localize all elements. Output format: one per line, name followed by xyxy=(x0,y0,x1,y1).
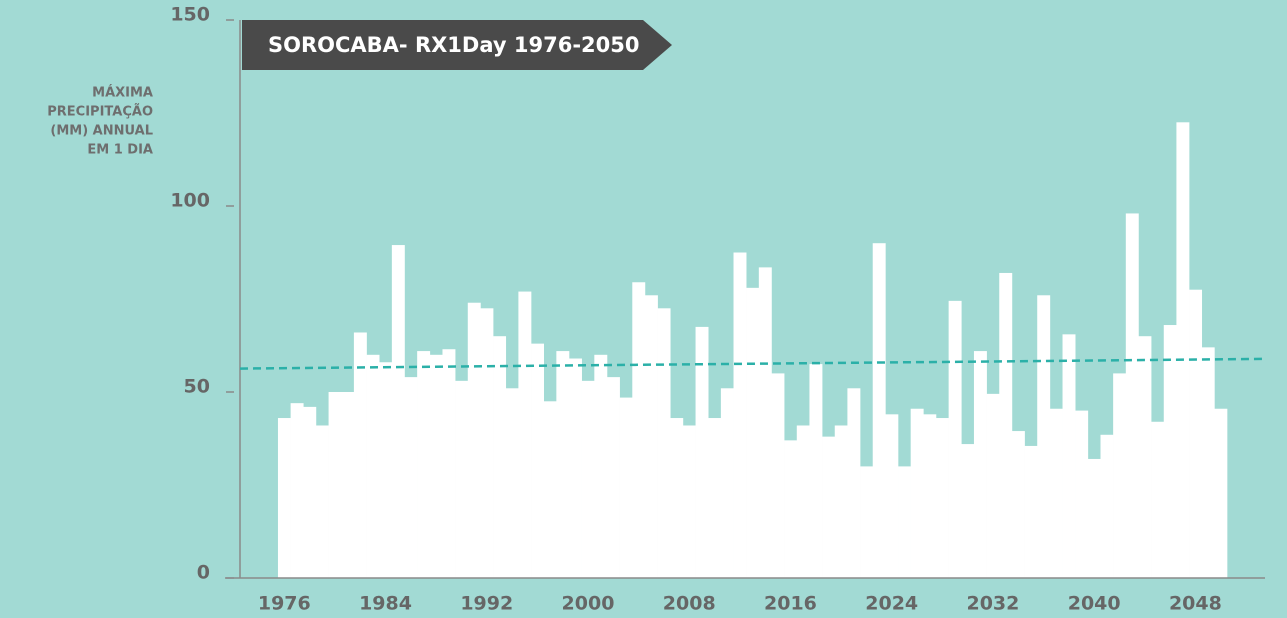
y-tick-label: 150 xyxy=(170,4,210,26)
bar xyxy=(948,300,962,578)
bar xyxy=(910,408,924,578)
bar xyxy=(771,373,785,578)
bar xyxy=(467,302,481,578)
bar xyxy=(455,380,469,578)
bar xyxy=(379,362,393,578)
x-tick-label: 2000 xyxy=(562,593,615,615)
bar xyxy=(999,272,1013,578)
bar xyxy=(328,392,342,578)
bar xyxy=(670,418,684,578)
bar xyxy=(353,332,367,578)
x-tick-label: 1976 xyxy=(258,593,311,615)
bar xyxy=(404,377,418,578)
bar xyxy=(746,287,760,578)
y-tick-label: 0 xyxy=(197,562,210,584)
x-tick-label: 2008 xyxy=(663,593,716,615)
bar xyxy=(505,388,519,578)
bar xyxy=(784,440,798,578)
title-banner xyxy=(242,20,672,70)
bar xyxy=(923,414,937,578)
bar xyxy=(277,418,291,578)
bar xyxy=(1024,445,1038,578)
bar xyxy=(493,336,507,578)
x-tick-label: 2016 xyxy=(764,593,817,615)
y-axis-label: (MM) ANNUAL xyxy=(50,124,153,139)
y-tick-label: 50 xyxy=(184,376,210,398)
y-axis-label: PRECIPITAÇÃO xyxy=(47,104,153,120)
bar xyxy=(581,380,595,578)
bar xyxy=(834,425,848,578)
bar xyxy=(885,414,899,578)
bar xyxy=(417,351,431,578)
bar xyxy=(1011,431,1025,578)
bar xyxy=(518,291,532,578)
x-tick-label: 2032 xyxy=(966,593,1019,615)
bar xyxy=(1163,325,1177,578)
x-tick-label: 2040 xyxy=(1068,593,1121,615)
bar xyxy=(822,436,836,578)
trend-line xyxy=(239,357,1266,370)
bar xyxy=(898,466,911,578)
bar xyxy=(1201,347,1215,578)
bar xyxy=(758,267,772,578)
bar xyxy=(935,418,949,578)
bar xyxy=(341,392,355,578)
bar xyxy=(708,418,722,578)
bar xyxy=(720,388,734,578)
plot: 0 50 100 150 1976 1984 1992 2000 2008 2016 2024 203… xyxy=(47,4,1266,615)
bar xyxy=(619,397,633,578)
bar xyxy=(442,349,456,578)
bar xyxy=(847,388,861,578)
chart-title: SOROCABA- RX1Day 1976-2050 xyxy=(268,33,640,57)
bar xyxy=(1151,421,1165,578)
bar xyxy=(644,295,658,578)
bar xyxy=(1113,373,1127,578)
bar xyxy=(809,364,823,578)
bar xyxy=(366,354,380,578)
y-axis-label: MÁXIMA xyxy=(92,85,153,101)
bar xyxy=(961,444,975,578)
bar xyxy=(695,326,709,578)
bar xyxy=(1075,410,1089,578)
x-tick-label: 2024 xyxy=(865,593,918,615)
bar xyxy=(796,425,810,578)
bar xyxy=(860,466,874,578)
bar xyxy=(1214,408,1228,578)
bar xyxy=(531,343,545,578)
x-tick-label: 1992 xyxy=(460,593,513,615)
bar xyxy=(872,243,886,578)
bar xyxy=(391,245,405,578)
bar xyxy=(569,358,582,578)
bar xyxy=(1138,336,1152,578)
y-tick-label: 100 xyxy=(170,190,210,212)
bar xyxy=(1100,434,1114,578)
bar xyxy=(632,282,646,578)
x-tick-label: 1984 xyxy=(359,593,412,615)
x-tick-label: 2048 xyxy=(1169,593,1222,615)
bar xyxy=(986,393,1000,578)
bar xyxy=(657,308,671,578)
bar xyxy=(973,351,987,578)
bar xyxy=(1062,334,1076,578)
bar xyxy=(1176,122,1190,579)
bar xyxy=(556,351,570,578)
bar xyxy=(733,252,747,578)
bar xyxy=(1189,289,1203,578)
y-axis-label: EM 1 DIA xyxy=(87,143,153,158)
bar xyxy=(315,425,329,578)
bar xyxy=(1087,458,1101,578)
bar xyxy=(594,354,608,578)
bar xyxy=(290,403,304,578)
bar xyxy=(682,425,696,578)
bar xyxy=(606,377,620,578)
bar xyxy=(1049,408,1063,578)
bar xyxy=(1125,213,1139,578)
bar xyxy=(303,406,317,578)
bar xyxy=(480,308,494,578)
bar xyxy=(543,401,557,578)
bar xyxy=(1037,295,1051,578)
bar xyxy=(429,354,443,578)
